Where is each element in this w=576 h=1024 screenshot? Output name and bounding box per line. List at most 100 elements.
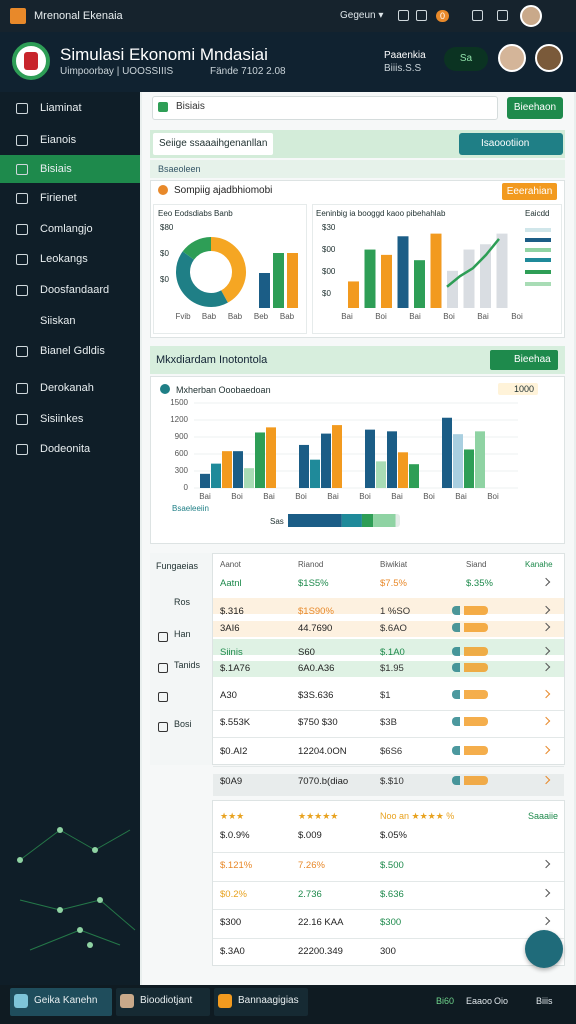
bar: [397, 236, 409, 308]
filter-button[interactable]: Isaoootiion: [459, 133, 563, 155]
x-label: Fvib: [175, 312, 191, 320]
legend-bar: [525, 238, 551, 242]
cell: $.3A0: [220, 946, 245, 957]
top-icon[interactable]: [398, 10, 409, 21]
cell: $3S.636: [298, 690, 334, 701]
avatar: [498, 44, 526, 72]
x-label: Boi: [511, 312, 523, 321]
search-icon: [158, 102, 168, 112]
rating-header: ★★★: [220, 811, 245, 821]
network-line: [94, 829, 131, 851]
chart-side: Eaicdd: [525, 209, 550, 218]
network-node: [17, 857, 23, 863]
x-label: Boi: [443, 312, 455, 321]
cell: $3B: [380, 717, 397, 728]
column-header: Kanahe: [525, 560, 553, 569]
row-dots: [452, 776, 488, 785]
search-button[interactable]: Bieehaon: [507, 97, 563, 119]
row-divider: [213, 852, 564, 853]
bar: [348, 281, 359, 308]
nav-item[interactable]: Comlangjo: [40, 223, 93, 235]
cell: Siinis: [220, 647, 243, 658]
task-label: Geika Kanehn: [34, 995, 98, 1006]
y-tick-label: 300: [175, 466, 189, 475]
status-item: Bi60: [436, 996, 455, 1006]
cell: $1S90%: [298, 606, 334, 617]
x-label: Bai: [455, 492, 467, 501]
active-item: [0, 155, 140, 183]
nav-item[interactable]: Leokangs: [40, 253, 88, 265]
menu[interactable]: Gegeun ▾: [340, 10, 384, 21]
cell: $0A9: [220, 776, 243, 787]
panel-subtitle: Mxherban Ooobaedoan: [176, 385, 271, 395]
network-line: [59, 899, 101, 911]
y-tick-label: 0: [184, 483, 189, 492]
nav-item[interactable]: Siiskan: [40, 315, 76, 327]
axis-label: $80: [160, 223, 174, 232]
search-box[interactable]: [152, 96, 498, 120]
y-tick-label: 900: [175, 432, 189, 441]
side-label[interactable]: Ros: [174, 597, 191, 607]
nav-item[interactable]: Dodeonita: [40, 443, 91, 455]
cell: $300: [380, 917, 402, 928]
side-icon: [158, 722, 168, 732]
notice-badge: 0: [436, 10, 449, 22]
bar: [287, 253, 298, 308]
nav-item[interactable]: Doosfandaard: [40, 284, 110, 296]
bar: [233, 451, 243, 488]
nav-icon: [16, 193, 28, 204]
chart-title: Eeo Eodsdiabs Banb: [158, 209, 233, 218]
status-item: Biiis: [536, 996, 553, 1006]
axis-label: $00: [322, 267, 336, 276]
nav-item[interactable]: Firienet: [40, 192, 77, 204]
x-label: Boi: [375, 312, 387, 321]
donut-segment: [210, 237, 246, 303]
chart-title: Eeninbig ia booggd kaoo pibehahlab: [316, 209, 446, 218]
nav-item[interactable]: Sisiinkes: [40, 413, 84, 425]
cell: 7.26%: [298, 860, 325, 871]
side-label[interactable]: Bosi: [174, 719, 192, 729]
fab[interactable]: [525, 930, 563, 968]
bar: [266, 427, 276, 488]
network-node: [97, 897, 103, 903]
cell: $.35%: [466, 578, 493, 589]
bar: [387, 431, 397, 488]
bar: [299, 444, 309, 488]
cell: $0.2%: [220, 889, 247, 900]
row-divider: [213, 766, 564, 767]
cell: $.553K: [220, 717, 251, 728]
x-label: Bab: [228, 312, 243, 320]
bar: [442, 417, 452, 488]
nav-item[interactable]: Derokanah: [40, 382, 94, 394]
network-line: [19, 899, 61, 911]
bar: [414, 260, 425, 308]
row-dots: [452, 717, 488, 726]
x-label: Boi: [359, 492, 371, 501]
bar: [480, 244, 491, 308]
row-dots: [452, 690, 488, 699]
progress: [288, 514, 400, 527]
toggle[interactable]: Sa: [444, 47, 488, 71]
panel-button[interactable]: Bieehaa: [490, 350, 558, 370]
cell: 22200.349: [298, 946, 343, 957]
top-icon[interactable]: [472, 10, 483, 21]
chart-card: [153, 204, 307, 334]
top-icon[interactable]: [497, 10, 508, 21]
panel-button[interactable]: Eeerahian: [502, 183, 557, 200]
nav-item[interactable]: Liaminat: [40, 102, 82, 114]
top-icon[interactable]: [416, 10, 427, 21]
nav-item[interactable]: Eianois: [40, 134, 77, 146]
side-label[interactable]: Han: [174, 629, 191, 639]
side-label[interactable]: Tanids: [174, 660, 201, 670]
x-label: Beb: [254, 312, 269, 320]
side-icon: [158, 632, 168, 642]
app-name: Mrenonal Ekenaia: [34, 10, 123, 22]
row-dots: [452, 623, 488, 632]
app-icon: [10, 8, 26, 24]
network-node: [87, 942, 93, 948]
cell: $.316: [220, 606, 244, 617]
nav-icon: [16, 135, 28, 146]
status-item: Eaaoo: [466, 996, 493, 1006]
nav-item[interactable]: Bianel Gdldis: [40, 345, 105, 357]
nav-item[interactable]: Bisiais: [40, 163, 72, 175]
